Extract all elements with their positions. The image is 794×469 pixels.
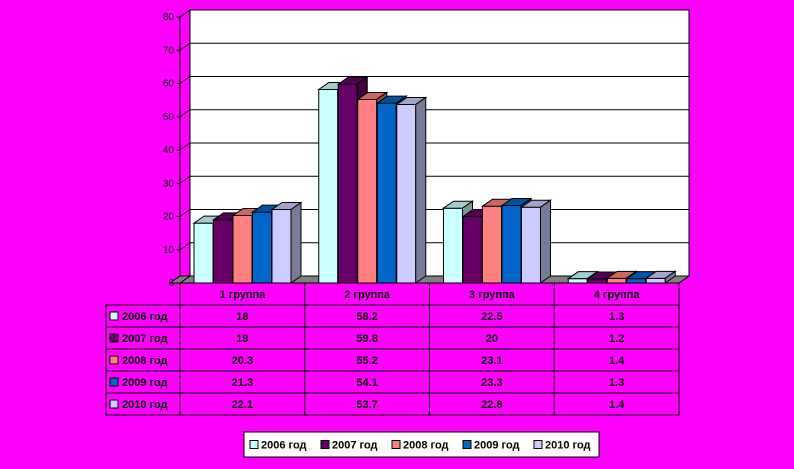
table-row-swatch xyxy=(109,311,119,321)
category-label: 1 группа xyxy=(219,289,266,301)
table-row-label: 2010 год xyxy=(122,399,168,411)
data-label: 1.4 xyxy=(609,355,625,367)
table-row-swatch xyxy=(109,333,119,343)
data-label: 1.2 xyxy=(609,333,624,345)
bar-front xyxy=(213,219,233,284)
legend-entry: 2006 год xyxy=(261,440,307,452)
y-tick-label: 40 xyxy=(163,145,175,156)
legend-swatch xyxy=(391,440,401,449)
bar-front xyxy=(606,277,627,284)
bar-front xyxy=(337,83,358,284)
plot-floor-edge xyxy=(168,275,192,284)
y-tick-label: 80 xyxy=(163,12,175,23)
data-label: 54.1 xyxy=(356,377,377,389)
bar-front xyxy=(567,278,588,284)
gridline-side xyxy=(179,109,191,118)
data-label: 23.3 xyxy=(481,377,502,389)
bar-front xyxy=(587,278,608,284)
category-label: 4 группа xyxy=(594,289,641,301)
bar-front xyxy=(462,216,483,284)
bar-front xyxy=(501,205,522,284)
bar xyxy=(519,199,553,284)
gridline-side xyxy=(179,142,191,151)
legend-swatch xyxy=(462,440,472,449)
data-label: 23.1 xyxy=(481,355,502,367)
data-label: 1.3 xyxy=(609,311,624,323)
bar-side xyxy=(290,201,302,284)
category-label: 2 группа xyxy=(344,289,391,301)
bar-front xyxy=(626,278,647,284)
data-label: 20.3 xyxy=(232,355,253,367)
bar-front xyxy=(318,88,339,284)
table-row-label: 2006 год xyxy=(122,311,168,323)
table-row-swatch xyxy=(109,355,119,365)
data-label: 1.4 xyxy=(609,399,625,411)
gridline-side xyxy=(179,9,191,18)
bar-side xyxy=(540,199,551,284)
bar-front xyxy=(443,207,463,284)
data-label: 53.7 xyxy=(356,399,377,411)
bar-front xyxy=(357,98,378,284)
data-table xyxy=(105,304,680,416)
table-row-label: 2008 год xyxy=(122,355,168,367)
bar-front xyxy=(193,222,214,284)
data-label: 59.8 xyxy=(356,333,377,345)
legend-swatch xyxy=(533,440,543,449)
bar xyxy=(270,201,303,284)
bar-side xyxy=(415,96,427,284)
y-tick-label: 20 xyxy=(163,212,175,223)
table-row-label: 2009 год xyxy=(122,377,168,389)
bar-side xyxy=(664,270,676,284)
legend-swatch xyxy=(320,440,330,449)
data-label: 22.5 xyxy=(481,311,502,323)
bar-front xyxy=(376,102,397,284)
legend-entry: 2007 год xyxy=(332,440,378,452)
bar-front xyxy=(232,215,253,284)
bar-front xyxy=(252,211,272,284)
data-label: 19 xyxy=(236,333,248,345)
y-tick-label: 70 xyxy=(163,45,175,56)
gridline-side xyxy=(179,42,191,51)
y-tick-label: 60 xyxy=(163,79,175,90)
bar xyxy=(395,96,428,284)
table-row-swatch xyxy=(109,377,119,387)
table-row-swatch xyxy=(109,399,119,409)
legend-entry: 2010 год xyxy=(545,440,591,452)
gridline-side xyxy=(179,209,191,217)
category-label: 3 группа xyxy=(469,289,516,301)
bar-front xyxy=(271,209,292,284)
data-label: 20 xyxy=(486,333,498,345)
table-row-label: 2007 год xyxy=(122,333,168,345)
data-label: 21.3 xyxy=(232,377,253,389)
data-label: 18 xyxy=(236,311,248,323)
bar-front xyxy=(396,103,417,284)
bar xyxy=(644,270,677,284)
y-tick-label: 10 xyxy=(163,245,175,256)
y-tick-label: 50 xyxy=(163,112,175,123)
legend-entry: 2008 год xyxy=(403,440,449,452)
bar-front xyxy=(482,205,502,284)
bar-front xyxy=(521,206,541,284)
gridline-side xyxy=(179,175,191,184)
y-tick-label: 30 xyxy=(163,178,175,189)
gridline-side xyxy=(179,242,191,251)
legend-swatch xyxy=(249,440,259,449)
data-label: 1.3 xyxy=(609,377,624,389)
data-label: 55.2 xyxy=(356,355,377,367)
bar-front xyxy=(645,277,666,284)
data-label: 22.1 xyxy=(232,399,253,411)
gridline-side xyxy=(179,76,191,84)
data-label: 22.8 xyxy=(481,399,502,411)
data-label: 58.2 xyxy=(356,311,377,323)
legend-entry: 2009 год xyxy=(474,440,520,452)
